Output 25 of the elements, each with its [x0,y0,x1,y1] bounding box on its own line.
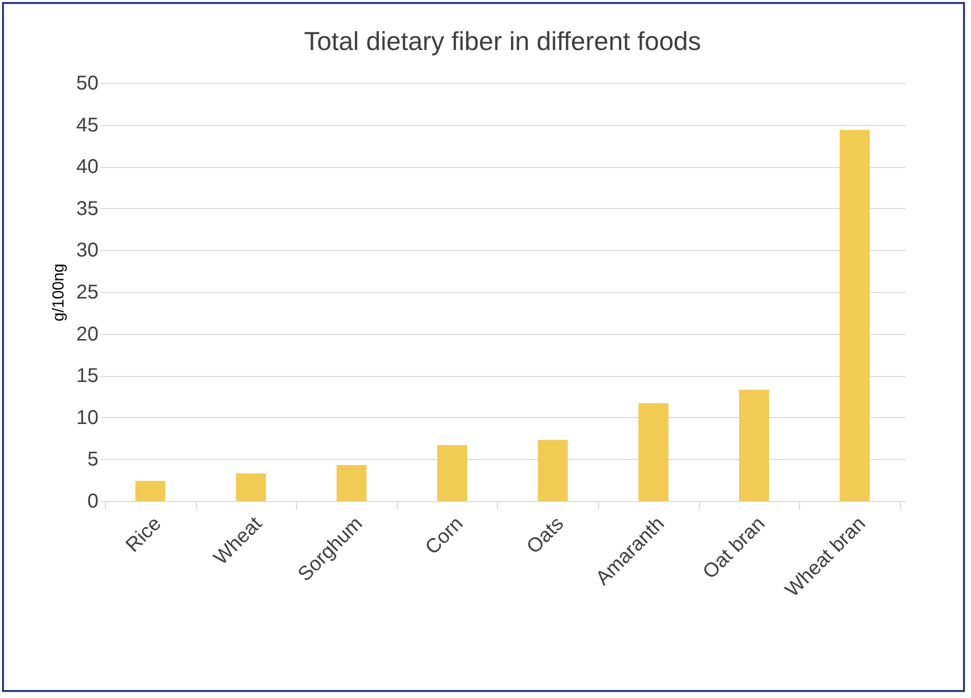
bar [236,473,266,501]
y-tick-label: 45 [76,114,98,136]
bar [739,390,770,501]
y-tick-label: 25 [76,282,98,304]
y-tick-label: 35 [76,198,98,220]
y-tick-label: 30 [76,240,98,262]
y-axis-title: g/100ng [50,264,68,322]
x-tick-label: Corn [421,512,468,560]
y-tick-label: 10 [76,406,98,429]
bar [538,440,568,501]
y-tick-label: 40 [76,156,98,178]
y-tick-label: 5 [87,448,98,471]
y-tick-label: 0 [87,490,98,512]
y-tick-label: 50 [76,72,98,94]
bar [336,465,367,501]
chart-title: Total dietary fiber in different foods [304,26,701,56]
bar [437,444,468,501]
x-tick-label: Rice [122,512,166,557]
bar [840,130,870,501]
y-tick-label: 20 [76,323,98,346]
x-tick-label: Oat bran [698,512,770,584]
y-tick-label: 15 [76,365,98,388]
bar [638,403,668,501]
bar [135,480,166,501]
x-tick-label: Oats [522,512,568,558]
